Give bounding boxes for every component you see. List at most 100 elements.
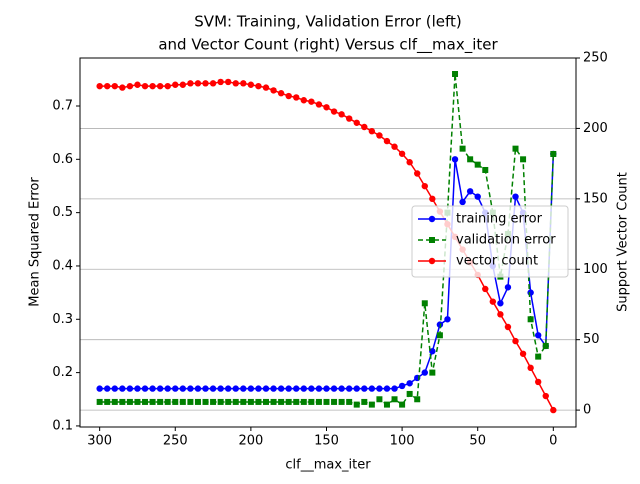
marker [255,398,262,405]
legend-marker [429,237,435,243]
marker [527,316,534,323]
marker [96,398,103,405]
marker [194,398,201,405]
marker [149,398,156,405]
marker [278,398,285,405]
marker [172,81,179,88]
marker [187,398,194,405]
marker [399,401,406,408]
marker [414,170,421,177]
y-tick-label: 0.2 [52,365,73,380]
y2-tick-label: 0 [583,403,591,418]
legend-marker [428,257,436,265]
marker [217,78,224,86]
marker [421,182,428,190]
marker [164,385,171,392]
legend-label: training error [456,212,543,227]
y-tick-label: 0.7 [52,98,73,113]
marker [353,401,360,408]
marker [315,398,322,405]
marker [96,385,103,392]
marker [202,385,209,392]
marker [436,332,443,339]
marker [232,385,239,392]
x-tick-label: 250 [163,434,188,449]
marker [270,385,277,392]
marker [111,398,118,405]
marker [179,385,187,392]
marker [504,323,512,331]
marker [119,385,126,392]
marker [330,108,338,115]
marker [172,385,179,392]
marker [338,398,345,405]
marker [323,398,330,405]
marker [202,398,209,405]
marker [338,111,345,118]
marker [255,385,262,392]
marker [293,94,300,101]
marker [134,398,141,405]
y-tick-label: 0.4 [52,258,73,273]
marker [368,128,376,135]
marker [142,398,149,405]
y-tick-label: 0.3 [52,312,73,327]
y2-tick-label: 100 [583,262,608,277]
marker [172,398,179,405]
marker [164,82,171,90]
marker [141,82,149,90]
marker [202,80,209,87]
marker [111,82,118,90]
marker [126,385,134,392]
marker [391,385,398,392]
marker [368,385,376,392]
marker [300,97,308,104]
marker [361,123,368,131]
marker [338,385,345,392]
marker [156,385,164,392]
marker [398,150,406,157]
marker [406,159,413,166]
marker [141,385,149,392]
marker [104,398,111,405]
marker [429,195,436,203]
marker [421,300,428,307]
y2-tick-label: 50 [583,332,600,347]
marker [542,392,549,400]
marker [293,398,300,405]
marker [247,385,255,392]
y-tick-label: 0.6 [52,152,73,167]
x-tick-label: 50 [469,434,486,449]
y-tick-label: 0.1 [52,418,73,433]
marker [391,143,398,150]
marker [209,385,217,392]
marker [467,156,474,163]
marker [376,396,383,403]
marker [550,406,557,414]
marker [512,337,519,345]
marker [263,398,269,405]
marker [232,398,239,405]
marker [535,353,542,360]
marker [330,385,338,392]
marker [429,369,436,376]
y2-axis-label: Support Vector Count [616,172,631,312]
legend-marker [428,215,436,223]
marker [187,385,194,392]
marker [255,82,262,90]
marker [277,90,285,97]
marker [346,398,353,405]
marker [96,82,103,90]
marker [285,385,292,392]
marker [111,385,118,392]
marker [353,385,360,392]
marker [217,385,224,392]
marker [240,385,247,392]
marker [459,198,466,206]
x-tick-label: 0 [549,434,557,449]
marker [474,193,481,200]
marker [187,80,194,87]
marker [315,101,323,108]
chart-title: SVM: Training, Validation Error (left) [194,13,461,31]
marker [414,396,421,403]
